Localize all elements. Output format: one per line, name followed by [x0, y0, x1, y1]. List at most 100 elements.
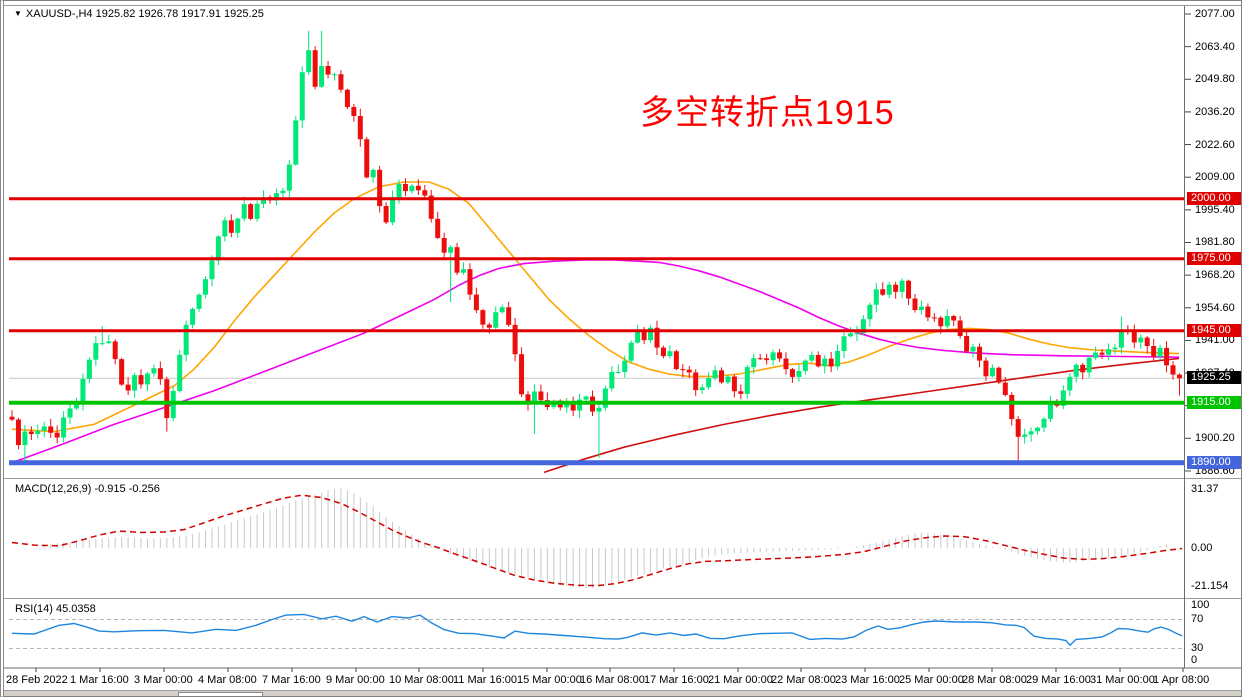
- candle-bear: [338, 74, 344, 90]
- candle-bull: [235, 218, 241, 233]
- candle-bull: [22, 431, 28, 446]
- candle-bull: [241, 204, 247, 219]
- time-axis-label: 10 Mar 08:00: [389, 674, 454, 686]
- candle-bear: [344, 89, 350, 108]
- candle-bull: [706, 378, 712, 388]
- candle-bull: [1118, 329, 1124, 348]
- time-axis-label: 4 Mar 08:00: [198, 674, 257, 686]
- price-pane[interactable]: [9, 30, 1184, 474]
- level-price-tag: 1915.00: [1187, 395, 1241, 409]
- candle-bull: [648, 327, 654, 341]
- candle-bear: [157, 368, 163, 380]
- candle-bear: [28, 431, 34, 435]
- candle-bear: [351, 107, 357, 117]
- time-axis-label: 16 Mar 08:00: [580, 674, 645, 686]
- candle-bull: [944, 316, 950, 327]
- candle-bull: [461, 269, 466, 273]
- candle-bear: [1080, 364, 1086, 373]
- candle-bull: [699, 387, 705, 391]
- candle-bull: [873, 289, 879, 305]
- candle-bear: [377, 169, 383, 207]
- candle-bull: [1093, 352, 1099, 358]
- candle-bear: [119, 359, 125, 385]
- candle-bull: [1073, 364, 1079, 377]
- candle-bull: [183, 324, 189, 355]
- candle-bear: [641, 331, 647, 341]
- macd-header: MACD(12,26,9) -0.915 -0.256: [15, 483, 160, 495]
- candle-bear: [738, 391, 744, 394]
- candle-bear: [54, 432, 60, 438]
- candle-bull: [493, 312, 499, 328]
- candle-bull: [448, 247, 454, 253]
- candle-bull: [628, 342, 634, 361]
- candle-bull: [80, 378, 86, 404]
- macd-axis-label: -21.154: [1191, 580, 1229, 592]
- candle-bear: [1170, 365, 1176, 375]
- candle-bear: [783, 358, 789, 370]
- candle-bull: [1106, 349, 1111, 355]
- candle-bear: [880, 289, 886, 295]
- candle-bear: [357, 116, 363, 140]
- candle-bull: [667, 351, 673, 357]
- candle-bull: [1112, 347, 1118, 350]
- time-axis-label: 17 Mar 16:00: [644, 674, 709, 686]
- level-price-tag: 1975.00: [1187, 251, 1241, 265]
- candle-bear: [364, 139, 370, 178]
- rsi-pane[interactable]: [9, 613, 1184, 649]
- candle-bear: [686, 369, 692, 373]
- quick-nav-box[interactable]: [178, 692, 263, 696]
- candle-bull: [751, 358, 757, 368]
- candle-bear: [951, 316, 957, 321]
- candle-bull: [286, 164, 292, 191]
- candle-bull: [261, 197, 267, 204]
- candle-bear: [486, 324, 492, 328]
- candle-bear: [828, 358, 834, 367]
- candle-bull: [106, 341, 112, 344]
- candle-bear: [422, 190, 428, 196]
- collapse-triangle-icon[interactable]: ▼: [14, 9, 22, 18]
- candle-bull: [499, 307, 505, 313]
- symbol-ohlc-text: XAUUSD-,H4 1925.82 1926.78 1917.91 1925.…: [25, 8, 264, 20]
- time-axis-label: 28 Mar 08:00: [962, 674, 1027, 686]
- candle-bear: [435, 218, 441, 238]
- macd-axis-label: 0.00: [1191, 542, 1213, 554]
- annotation-text: 多空转折点1915: [640, 94, 895, 132]
- candle-bull: [622, 360, 628, 372]
- candle-bull: [867, 304, 873, 320]
- candle-bear: [15, 419, 21, 446]
- candle-bull: [1035, 427, 1041, 432]
- candle-bear: [48, 426, 54, 433]
- candle-bull: [1047, 401, 1053, 419]
- candle-bull: [86, 359, 92, 379]
- candle-bull: [744, 367, 750, 394]
- time-axis-label: 28 Feb 2022: [6, 674, 68, 686]
- candle-bear: [693, 372, 699, 391]
- candle-bull: [564, 403, 570, 408]
- candle-bull: [635, 331, 641, 343]
- candle-bull: [332, 74, 337, 76]
- price-chart-canvas[interactable]: [4, 1, 1242, 697]
- candle-bear: [228, 220, 234, 233]
- candle-bull: [190, 308, 196, 325]
- candle-bear: [325, 66, 331, 75]
- candle-bear: [9, 416, 15, 420]
- candle-bear: [428, 195, 434, 219]
- price-tick-label: 1900.20: [1195, 432, 1235, 445]
- macd-pane[interactable]: [11, 488, 1183, 589]
- candle-bull: [390, 197, 396, 223]
- candle-bear: [789, 369, 795, 377]
- candle-bull: [396, 184, 402, 198]
- candle-bull: [899, 280, 905, 292]
- candle-bull: [1060, 390, 1066, 406]
- candle-bull: [319, 66, 325, 87]
- candle-bull: [93, 343, 99, 360]
- candle-bull: [177, 354, 183, 391]
- candle-bear: [1131, 330, 1137, 343]
- time-axis-label: 25 Mar 00:00: [899, 674, 964, 686]
- candle-bear: [570, 403, 576, 411]
- candle-bear: [525, 394, 531, 404]
- time-axis-label: 11 Mar 16:00: [453, 674, 518, 686]
- time-axis-label: 31 Mar 00:00: [1090, 674, 1155, 686]
- candle-bear: [673, 351, 679, 370]
